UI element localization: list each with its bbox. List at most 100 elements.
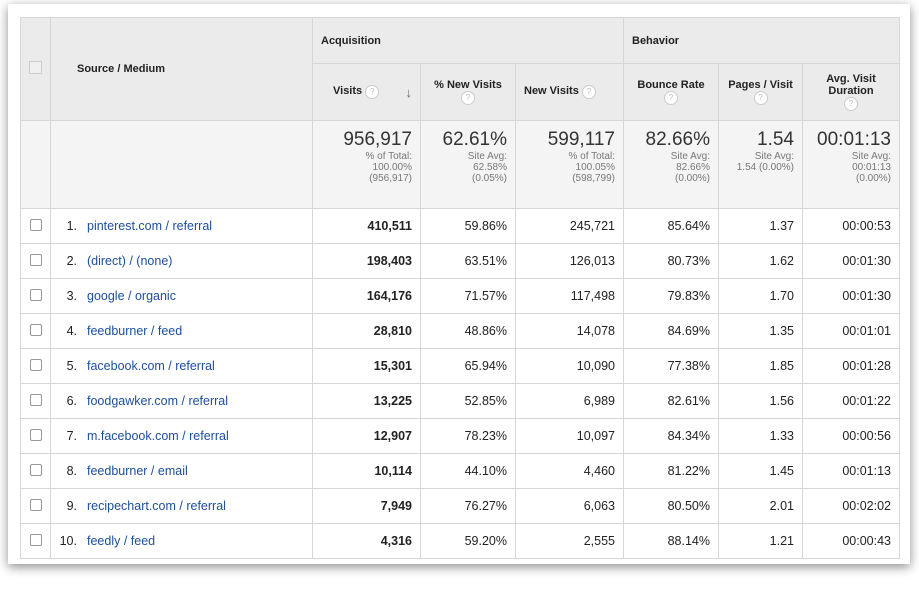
row-checkbox[interactable] [20,313,51,349]
help-icon[interactable]: ? [844,97,858,111]
metric-cell: 1.70 [718,278,803,314]
row-index: 2. [66,254,77,268]
column-label: New Visits [524,85,579,97]
total-cell: 1.54 Site Avg: 1.54 (0.00%) [718,120,803,209]
metric-cell: 1.21 [718,523,803,559]
metric-cell: 4,316 [312,523,421,559]
metric-cell: 28,810 [312,313,421,349]
column-label: Bounce Rate [637,79,705,91]
metric-cell: 10,114 [312,453,421,489]
row-index: 7. [66,429,77,443]
metric-cell: 00:01:22 [802,383,900,419]
metric-cell: 13,225 [312,383,421,419]
source-link[interactable]: pinterest.com / referral [87,219,213,233]
metric-cell: 81.22% [623,453,719,489]
help-icon[interactable]: ? [461,91,475,105]
help-icon[interactable]: ? [365,84,380,99]
column-label: Visits [333,84,363,97]
metric-cell: 1.85 [718,348,803,384]
metric-cell: 15,301 [312,348,421,384]
row-checkbox[interactable] [20,348,51,384]
metric-cell: 00:00:56 [802,418,900,454]
help-icon[interactable]: ? [581,85,596,99]
source-link[interactable]: recipechart.com / referral [87,499,226,513]
table-row: 1. pinterest.com / referral 410,511 59.86% 2… [20,208,900,244]
row-checkbox[interactable] [20,278,51,314]
column-header-avg-visit-duration[interactable]: Avg. Visit Duration? [802,63,900,121]
metric-cell: 245,721 [515,208,624,244]
select-all-checkbox[interactable] [20,17,51,121]
acquisition-header: Acquisition [312,17,624,64]
column-header-visits[interactable]: Visits ? ↓ [312,63,421,121]
row-index: 3. [66,289,77,303]
column-header-bounce-rate[interactable]: Bounce Rate? [623,63,719,121]
metric-cell: 48.86% [420,313,516,349]
metric-cell: 410,511 [312,208,421,244]
metric-cell: 59.20% [420,523,516,559]
metric-cell: 85.64% [623,208,719,244]
metric-cell: 52.85% [420,383,516,419]
metric-cell: 00:02:02 [802,488,900,524]
metric-cell: 63.51% [420,243,516,279]
row-index: 5. [66,359,77,373]
metric-cell: 2,555 [515,523,624,559]
total-cell: 599,117% of Total: 100.05% (598,799) [515,120,624,209]
source-link[interactable]: feedly / feed [87,534,156,548]
total-cell: 82.66% Site Avg: 82.66% (0.00%) [623,120,719,209]
help-icon[interactable]: ? [664,91,678,105]
row-checkbox[interactable] [20,208,51,244]
column-label: Avg. Visit Duration [826,73,876,97]
row-checkbox[interactable] [20,418,51,454]
source-link[interactable]: foodgawker.com / referral [87,394,229,408]
column-label: % New Visits [434,79,502,91]
metric-cell: 44.10% [420,453,516,489]
metric-cell: 1.35 [718,313,803,349]
total-cell: 00:01:13 Site Avg: 00:01:13 (0.00%) [802,120,900,209]
table-row: 6. foodgawker.com / referral 13,225 52.85% 6… [20,383,900,419]
table-row: 5. facebook.com / referral 15,301 65.94% 10,… [20,348,900,384]
behavior-header: Behavior [623,17,900,64]
metric-cell: 7,949 [312,488,421,524]
help-icon[interactable]: ? [753,91,768,105]
row-checkbox[interactable] [20,383,51,419]
row-checkbox[interactable] [20,488,51,524]
source-link[interactable]: google / organic [87,289,176,303]
metric-cell: 80.73% [623,243,719,279]
metric-cell: 1.56 [718,383,803,419]
metric-cell: 1.62 [718,243,803,279]
arrow-down-icon: ↓ [405,84,413,100]
metric-cell: 79.83% [623,278,719,314]
column-header-pages-visit[interactable]: Pages / Visit? [718,63,803,121]
source-link[interactable]: m.facebook.com / referral [87,429,229,443]
source-link[interactable]: (direct) / (none) [87,254,173,268]
row-checkbox[interactable] [20,523,51,559]
row-checkbox[interactable] [20,453,51,489]
total-cell: 956,917% of Total: 100.00% (956,917) [312,120,421,209]
metric-cell: 88.14% [623,523,719,559]
metric-cell: 1.37 [718,208,803,244]
column-label: Pages / Visit [728,79,793,91]
source-link[interactable]: feedburner / email [87,464,188,478]
metric-cell: 1.45 [718,453,803,489]
row-checkbox[interactable] [20,243,51,279]
metric-cell: 00:01:30 [802,278,900,314]
table-row: 10. feedly / feed 4,316 59.20% 2,555 88.14% 1.… [20,523,900,559]
metric-cell: 00:00:53 [802,208,900,244]
row-index: 1. [66,219,77,233]
column-header-new-visits[interactable]: New Visits ? [515,63,624,121]
metric-cell: 12,907 [312,418,421,454]
metric-cell: 76.27% [420,488,516,524]
column-header--new-visits[interactable]: % New Visits? [420,63,516,121]
metric-cell: 00:01:28 [802,348,900,384]
metric-cell: 77.38% [623,348,719,384]
source-link[interactable]: feedburner / feed [87,324,183,338]
row-index: 6. [66,394,77,408]
metric-cell: 4,460 [515,453,624,489]
metric-cell: 84.69% [623,313,719,349]
source-link[interactable]: facebook.com / referral [87,359,215,373]
totals-row: 956,917% of Total: 100.00% (956,917) 62.61%… [20,120,900,209]
report-table: Source / Medium Acquisition Behavior Vis… [20,17,900,559]
report-card: Source / Medium Acquisition Behavior Vis… [8,4,910,564]
row-index: 4. [66,324,77,338]
source-medium-header[interactable]: Source / Medium [50,17,313,121]
